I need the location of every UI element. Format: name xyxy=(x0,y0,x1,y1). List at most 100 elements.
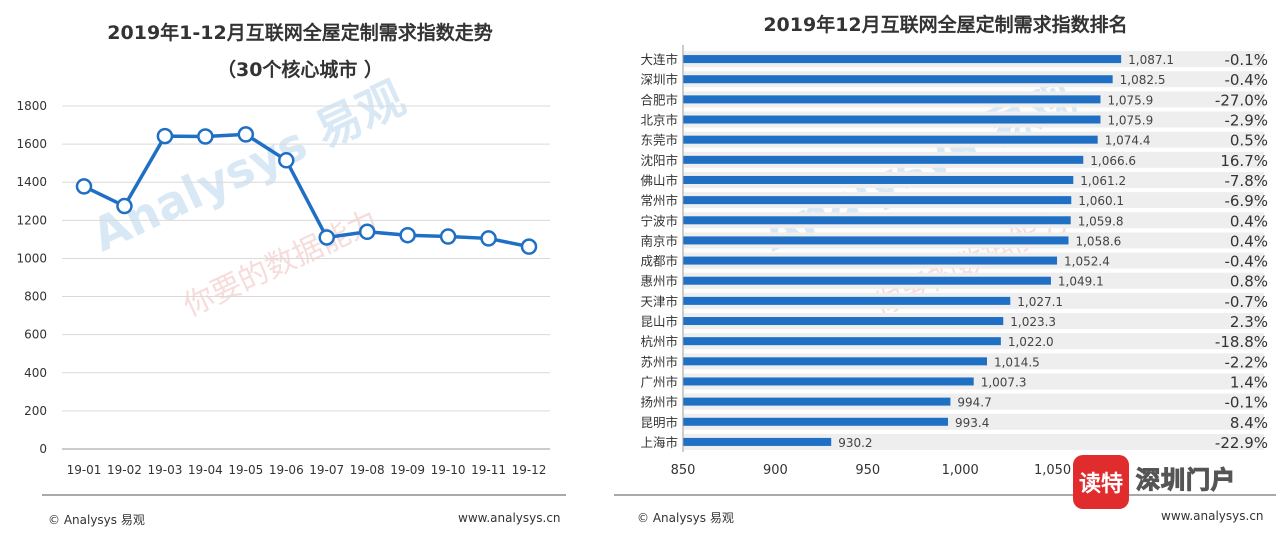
bar xyxy=(683,437,832,446)
bar-value-label: 1,074.4 xyxy=(1105,134,1151,148)
footer-divider xyxy=(42,494,566,496)
bar xyxy=(683,377,974,386)
bar xyxy=(683,75,1113,84)
category-label: 北京市 xyxy=(640,113,678,128)
bar-value-label: 1,058.6 xyxy=(1075,234,1121,248)
category-label: 昆明市 xyxy=(640,415,678,430)
category-label: 苏州市 xyxy=(640,354,678,369)
bar-value-label: 1,087.1 xyxy=(1128,53,1174,67)
category-label: 东莞市 xyxy=(640,133,678,148)
change-label: 2.3% xyxy=(1230,313,1268,331)
bar xyxy=(683,256,1058,265)
data-point xyxy=(318,229,335,246)
bar-value-label: 1,060.1 xyxy=(1078,194,1124,208)
data-point xyxy=(399,226,416,244)
change-label: 8.4% xyxy=(1230,414,1268,432)
bar xyxy=(683,115,1101,124)
x-tick-label: 1,000 xyxy=(942,463,979,478)
category-label: 广州市 xyxy=(640,374,678,389)
x-tick-label: 19-08 xyxy=(350,463,385,477)
x-tick-label: 19-07 xyxy=(309,463,344,477)
y-tick-label: 0 xyxy=(39,442,47,456)
category-label: 南京市 xyxy=(640,233,678,248)
series-line xyxy=(83,132,530,249)
y-tick-label: 1600 xyxy=(16,137,47,151)
y-tick-label: 600 xyxy=(24,328,47,342)
bar xyxy=(683,317,1004,326)
bar-value-label: 1,022.0 xyxy=(1008,335,1054,349)
category-label: 扬州市 xyxy=(640,395,678,410)
bar-value-label: 1,023.3 xyxy=(1010,315,1056,329)
change-label: -27.0% xyxy=(1215,91,1268,109)
category-label: 惠州市 xyxy=(640,274,678,289)
bar xyxy=(683,337,1001,346)
bar xyxy=(683,236,1069,245)
category-label: 佛山市 xyxy=(640,173,678,188)
bar xyxy=(683,95,1101,104)
y-tick-label: 400 xyxy=(24,366,47,380)
x-tick-label: 19-11 xyxy=(471,463,506,477)
x-tick-label: 19-12 xyxy=(512,463,547,477)
bar-value-label: 993.4 xyxy=(955,416,989,430)
bar-value-label: 1,027.1 xyxy=(1017,295,1063,309)
x-tick-label: 19-03 xyxy=(147,463,182,477)
bar xyxy=(683,417,949,426)
bar-value-label: 994.7 xyxy=(957,396,991,410)
change-label: -0.1% xyxy=(1224,394,1268,412)
bar-value-label: 1,049.1 xyxy=(1058,275,1104,289)
category-label: 沈阳市 xyxy=(640,153,678,168)
footer-divider xyxy=(614,494,1276,496)
x-tick-label: 900 xyxy=(763,463,788,478)
x-tick-label: 19-04 xyxy=(188,463,223,477)
change-label: -6.9% xyxy=(1224,192,1268,210)
change-label: -7.8% xyxy=(1224,172,1268,190)
x-tick-label: 19-06 xyxy=(269,463,304,477)
change-label: 0.8% xyxy=(1230,273,1268,291)
data-point xyxy=(358,223,376,241)
dute-logo-badge: 读特 xyxy=(1073,455,1129,509)
y-tick-label: 1800 xyxy=(16,99,47,113)
category-label: 合肥市 xyxy=(640,92,678,107)
footer-copyright: © Analysys 易观 xyxy=(48,513,145,527)
x-tick-label: 950 xyxy=(855,463,880,478)
line-chart: 0 200 400 600 800 1000 1200 1400 1600 1800 19-01 19… xyxy=(16,99,550,477)
change-label: -0.4% xyxy=(1224,71,1268,89)
bar-value-label: 930.2 xyxy=(838,436,872,450)
x-tick-label: 19-05 xyxy=(228,463,263,477)
change-label: 0.5% xyxy=(1230,132,1268,150)
change-label: -18.8% xyxy=(1215,333,1268,351)
change-label: -2.9% xyxy=(1224,112,1268,130)
bar-value-label: 1,061.2 xyxy=(1080,174,1126,188)
bar-value-label: 1,059.8 xyxy=(1078,214,1124,228)
change-label: 0.4% xyxy=(1230,232,1268,250)
bar-value-label: 1,052.4 xyxy=(1064,255,1110,269)
bar-value-label: 1,075.9 xyxy=(1107,114,1153,128)
line-chart-panel: 2019年1-12月互联网全屋定制需求指数走势 （30个核心城市 ） Analy… xyxy=(0,0,600,533)
y-tick-label: 1400 xyxy=(16,175,47,189)
x-tick-label: 19-10 xyxy=(431,463,466,477)
footer-url: www.analysys.cn xyxy=(1161,509,1264,523)
y-tick-label: 1000 xyxy=(16,251,47,265)
bar xyxy=(683,296,1011,305)
bar-value-label: 1,075.9 xyxy=(1107,93,1153,107)
data-point xyxy=(439,228,457,245)
y-tick-label: 200 xyxy=(24,404,47,418)
bar xyxy=(683,276,1051,285)
line-chart-subtitle: （30个核心城市 ） xyxy=(216,59,384,81)
bar xyxy=(683,196,1072,205)
data-point xyxy=(480,230,497,247)
change-label: -22.9% xyxy=(1215,434,1268,452)
x-tick-label: 19-09 xyxy=(390,463,425,477)
change-label: -0.4% xyxy=(1224,253,1268,271)
category-label: 天津市 xyxy=(640,294,678,309)
data-point xyxy=(237,126,255,143)
category-label: 深圳市 xyxy=(640,72,678,87)
bar-value-label: 1,007.3 xyxy=(981,375,1027,389)
x-tick-label: 19-01 xyxy=(67,463,102,477)
change-label: 1.4% xyxy=(1230,373,1268,391)
x-tick-label: 850 xyxy=(671,463,696,478)
bar-chart-panel: 2019年12月互联网全屋定制需求指数排名 Analysys 易观 你要的数据能… xyxy=(610,0,1281,533)
bar xyxy=(683,55,1122,64)
category-label: 杭州市 xyxy=(640,334,678,349)
data-point xyxy=(156,127,174,145)
